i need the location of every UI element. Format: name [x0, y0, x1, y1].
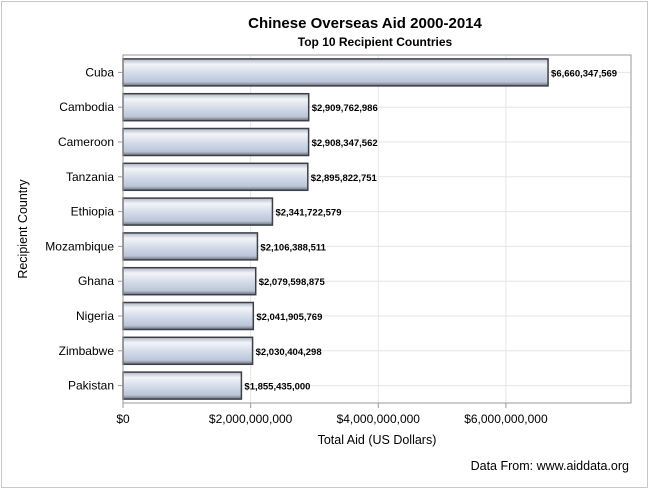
y-tick-label: Cuba: [85, 65, 114, 79]
data-label: $2,041,905,769: [256, 312, 322, 323]
data-label: $2,341,722,579: [275, 208, 341, 219]
plot-area: [122, 54, 632, 404]
source-note: Data From: www.aiddata.org: [471, 459, 629, 473]
data-label: $2,030,404,298: [256, 347, 322, 358]
x-tick-label: $0: [116, 412, 130, 426]
bar-cuba: [122, 58, 549, 87]
data-label: $2,079,598,875: [259, 277, 326, 288]
bar-ethiopia: [122, 197, 274, 226]
data-label: $2,909,762,986: [312, 103, 378, 114]
bar-cameroon: [122, 127, 310, 157]
data-label: $2,106,388,511: [260, 242, 326, 253]
y-tick-label: Ghana: [78, 274, 114, 288]
chart-title: Chinese Overseas Aid 2000-2014: [248, 15, 482, 32]
y-axis-label: Recipient Country: [16, 179, 30, 279]
bar-mozambique: [122, 232, 259, 261]
x-tick-label: $2,000,000,000: [209, 412, 293, 426]
chart-subtitle: Top 10 Recipient Countries: [298, 35, 453, 49]
y-tick-label: Nigeria: [76, 309, 114, 323]
bar-nigeria: [122, 301, 255, 331]
data-label: $2,895,822,751: [311, 173, 378, 184]
y-tick-label: Tanzania: [66, 170, 114, 184]
y-tick-label: Ethiopia: [71, 205, 115, 219]
x-tick-label: $4,000,000,000: [337, 412, 421, 426]
bar-tanzania: [122, 162, 309, 192]
y-tick-label: Cambodia: [59, 100, 114, 114]
x-tick-label: $6,000,000,000: [464, 412, 548, 426]
bar-ghana: [122, 266, 257, 296]
y-tick-label: Mozambique: [45, 239, 114, 253]
data-label: $2,908,347,562: [312, 138, 378, 149]
bar-cambodia: [122, 92, 310, 122]
data-label: $6,660,347,569: [551, 68, 617, 79]
data-label: $1,855,435,000: [244, 382, 310, 393]
x-axis-label: Total Aid (US Dollars): [318, 433, 437, 447]
y-tick-label: Zimbabwe: [59, 344, 115, 358]
y-tick-label: Cameroon: [58, 135, 114, 149]
bar-pakistan: [122, 371, 243, 400]
bar-zimbabwe: [122, 336, 254, 366]
y-tick-label: Pakistan: [68, 379, 114, 393]
